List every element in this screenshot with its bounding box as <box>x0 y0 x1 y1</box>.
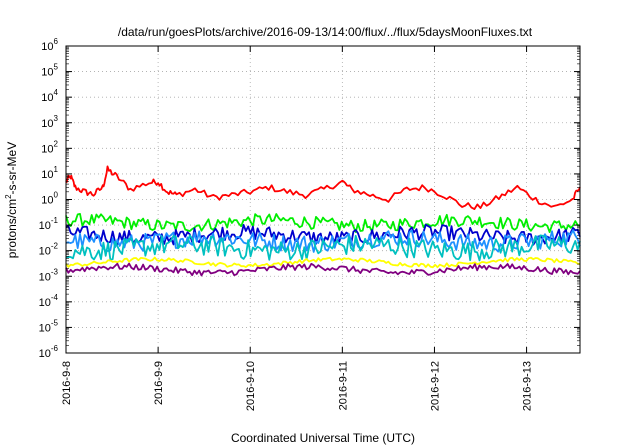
x-tick-label: 2016-9-8 <box>61 361 73 405</box>
y-tick-label: 104 <box>41 88 58 104</box>
x-tick-label: 2016-9-9 <box>153 361 165 405</box>
y-tick-label: 10-6 <box>39 344 59 360</box>
y-tick-label: 103 <box>41 114 58 130</box>
y-tick-label: 102 <box>41 139 58 155</box>
series-line <box>65 234 581 262</box>
y-tick-label: 10-2 <box>39 242 59 258</box>
chart-title: /data/run/goesPlots/archive/2016-09-13/1… <box>118 25 533 39</box>
y-tick-label: 10-3 <box>39 267 59 283</box>
y-tick-label: 10-5 <box>39 318 59 334</box>
x-tick-label: 2016-9-10 <box>245 361 257 411</box>
x-tick-label: 2016-9-11 <box>337 361 349 410</box>
series-line <box>65 262 581 277</box>
x-ticks: 2016-9-8 2016-9-9 2016-9-10 2016-9-11 2016-9… <box>61 46 534 411</box>
x-tick-label: 2016-9-13 <box>522 361 534 411</box>
series-line <box>65 229 581 253</box>
y-axis-label: protons/cm2-s-sr-MeV <box>4 142 19 258</box>
x-tick-label: 2016-9-12 <box>429 361 441 411</box>
y-tick-label: 106 <box>41 37 58 53</box>
y-tick-label: 101 <box>41 165 58 181</box>
y-tick-label: 105 <box>41 63 58 79</box>
series-group <box>65 165 581 277</box>
series-line <box>65 213 581 233</box>
grid <box>66 46 580 353</box>
y-ticks: 106 105 104 103 102 101 100 10-1 10-2 10-3 10-4 10-… <box>39 37 580 360</box>
series-line <box>65 165 581 210</box>
y-tick-label: 10-1 <box>39 216 59 232</box>
series-line <box>65 256 581 269</box>
y-tick-label: 100 <box>41 191 58 207</box>
y-tick-label: 10-4 <box>39 293 59 309</box>
x-axis-label: Coordinated Universal Time (UTC) <box>231 431 415 445</box>
